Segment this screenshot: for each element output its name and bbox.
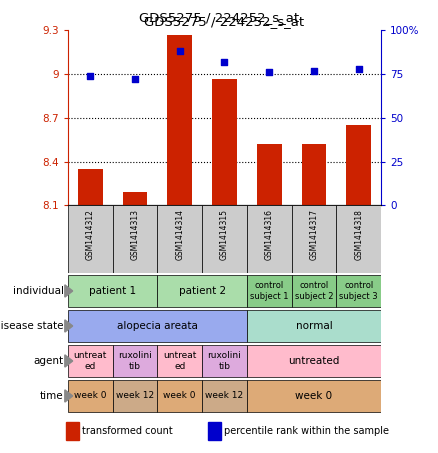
Bar [113,345,157,377]
Text: percentile rank within the sample: percentile rank within the sample [224,426,389,436]
Bar [113,380,157,412]
Text: GSM1414313: GSM1414313 [131,209,139,260]
Point [266,69,273,76]
Text: week 0: week 0 [295,391,332,401]
Bar [336,206,381,274]
Bar [247,206,292,274]
Text: control
subject 1: control subject 1 [250,281,289,301]
Text: ruxolini
tib: ruxolini tib [118,351,152,371]
Point [131,76,138,83]
Bar [157,345,202,377]
Text: patient 2: patient 2 [179,286,226,296]
Bar [247,345,381,377]
Bar [247,275,292,307]
Bar [68,275,157,307]
Bar [113,206,157,274]
Text: ruxolini
tib: ruxolini tib [208,351,241,371]
Bar [247,380,381,412]
Text: normal: normal [296,321,332,331]
Bar [257,144,282,206]
Bar [157,380,202,412]
Text: GDS5275 / 224252_s_at: GDS5275 / 224252_s_at [139,11,299,24]
Point [87,72,94,80]
Text: control
subject 2: control subject 2 [295,281,333,301]
Bar [123,193,147,206]
Text: GSM1414315: GSM1414315 [220,209,229,260]
Text: GSM1414318: GSM1414318 [354,209,363,260]
Title: GDS5275 / 224252_s_at: GDS5275 / 224252_s_at [145,15,304,28]
Bar [157,275,247,307]
Point [311,67,318,74]
Bar [68,206,113,274]
Text: week 0: week 0 [74,391,106,400]
Bar [167,35,192,206]
Bar [68,345,113,377]
Bar [346,125,371,206]
Bar [78,169,102,206]
Bar [336,275,381,307]
Bar [292,206,336,274]
Bar [202,345,247,377]
Bar [66,422,79,440]
Text: GSM1414314: GSM1414314 [175,209,184,260]
Text: time: time [40,391,64,401]
Text: alopecia areata: alopecia areata [117,321,198,331]
Bar [212,78,237,206]
Text: week 12: week 12 [116,391,154,400]
Text: individual: individual [13,286,64,296]
Text: untreat
ed: untreat ed [74,351,107,371]
Text: untreat
ed: untreat ed [163,351,196,371]
Point [176,48,183,55]
Point [355,65,362,72]
Text: control
subject 3: control subject 3 [339,281,378,301]
Text: untreated: untreated [288,356,339,366]
Bar [292,275,336,307]
Text: transformed count: transformed count [82,426,173,436]
Text: patient 1: patient 1 [89,286,136,296]
Bar [302,144,326,206]
Bar [202,380,247,412]
Text: agent: agent [33,356,64,366]
Bar [202,206,247,274]
Bar [68,380,113,412]
Text: GSM1414316: GSM1414316 [265,209,274,260]
Bar [157,206,202,274]
Bar [68,310,247,342]
Text: disease state: disease state [0,321,64,331]
Text: GSM1414312: GSM1414312 [86,209,95,260]
Bar [247,310,381,342]
Text: week 0: week 0 [163,391,196,400]
Point [221,58,228,66]
Text: GSM1414317: GSM1414317 [310,209,318,260]
Bar [208,422,221,440]
Text: week 12: week 12 [205,391,244,400]
